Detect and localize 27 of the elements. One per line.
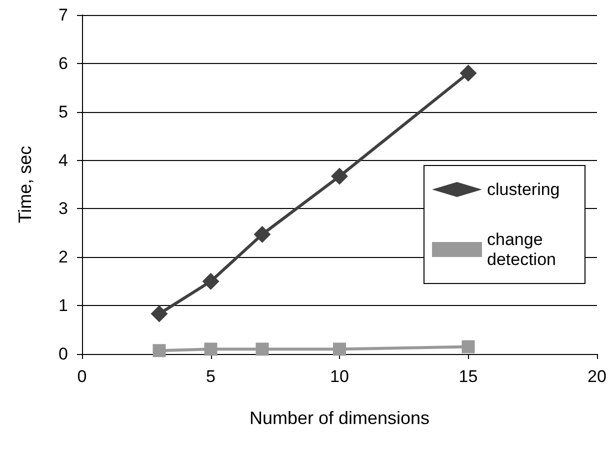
point [204, 342, 218, 356]
y-tick-label: 7 [58, 6, 68, 24]
x-tick-label: 5 [206, 367, 216, 386]
point [150, 305, 168, 322]
x-axis-title: Number of dimensions [249, 408, 430, 428]
point [460, 64, 477, 82]
y-tick-label: 4 [58, 150, 68, 170]
x-tick-label: 15 [458, 367, 478, 386]
y-tick-label: 6 [58, 54, 68, 73]
x-tick-label: 10 [330, 367, 349, 386]
y-tick-label: 0 [58, 344, 68, 364]
y-tick-label: 5 [58, 102, 68, 122]
point [333, 342, 346, 356]
point [202, 272, 220, 290]
y-tick-label: 3 [58, 199, 68, 218]
legend-label: clustering [487, 180, 560, 199]
point [152, 344, 166, 358]
y-tick-label: 1 [58, 296, 68, 316]
point [462, 340, 475, 354]
point [256, 342, 269, 356]
legend-label: change detection [487, 230, 556, 269]
x-tick-label: 0 [77, 367, 87, 386]
y-axis-title: Time, sec [15, 146, 35, 224]
x-tick-label: 20 [588, 367, 606, 386]
point [254, 226, 271, 243]
y-tick-label: 2 [58, 248, 68, 267]
point [331, 168, 348, 185]
